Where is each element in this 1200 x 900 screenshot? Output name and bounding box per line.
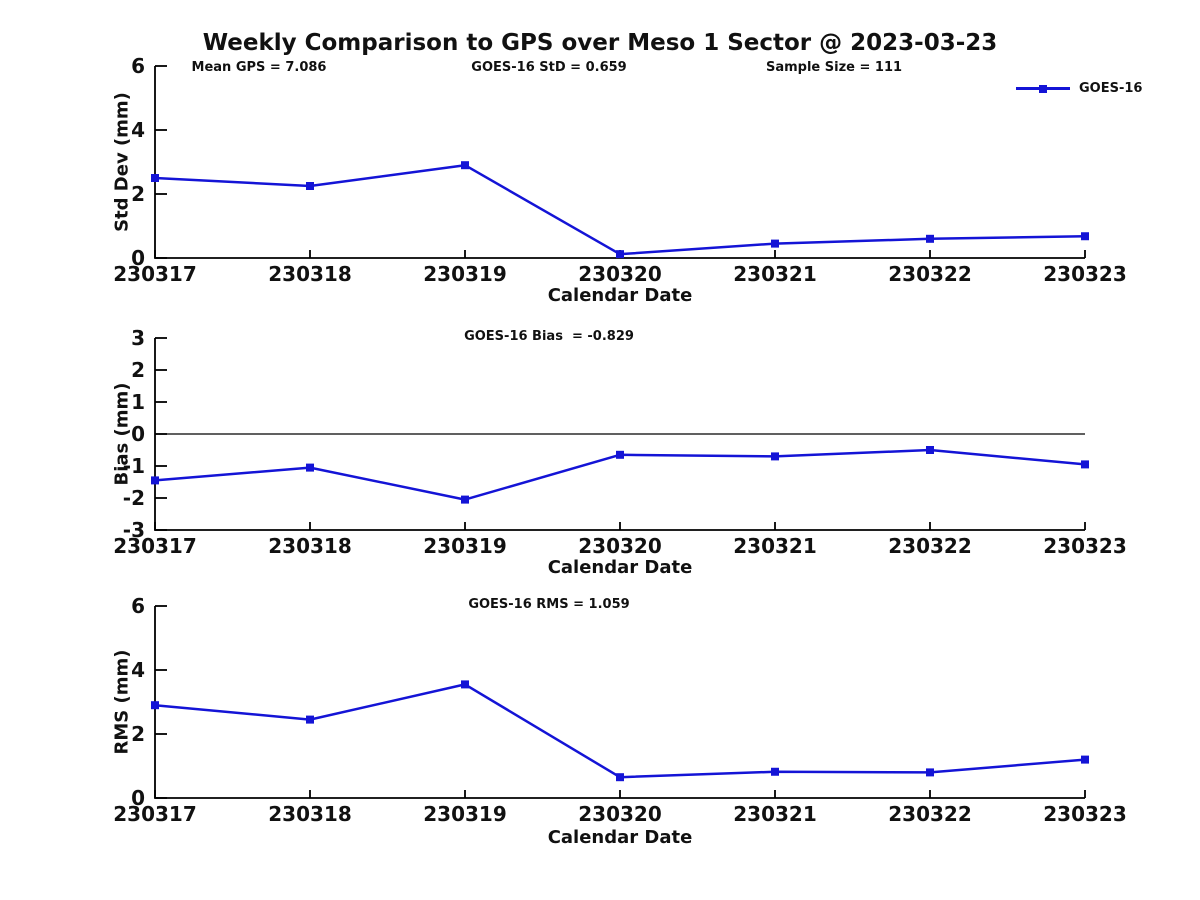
- figure-title: Weekly Comparison to GPS over Meso 1 Sec…: [202, 30, 998, 56]
- y-tick-label: -1: [123, 454, 145, 478]
- x-tick-label: 230322: [888, 802, 972, 826]
- x-tick-label: 230320: [578, 802, 662, 826]
- x-tick-label: 230318: [268, 802, 352, 826]
- x-tick-label: 230319: [423, 534, 507, 558]
- y-tick-label: 4: [131, 658, 145, 682]
- y-tick-label: 3: [131, 326, 145, 350]
- xaxis-label-stddev: Calendar Date: [547, 285, 693, 306]
- y-tick-label: 1: [131, 390, 145, 414]
- legend: GOES-16: [1016, 81, 1142, 96]
- axis-line: [154, 606, 1085, 799]
- y-tick-label: 2: [131, 358, 145, 382]
- data-point-marker: [616, 450, 624, 459]
- y-tick-label: 4: [131, 118, 145, 142]
- x-tick-label: 230318: [268, 534, 352, 558]
- yaxis-label-stddev: Std Dev (mm): [111, 92, 133, 232]
- yaxis-label-rms: RMS (mm): [111, 649, 133, 755]
- x-tick-label: 230317: [113, 262, 197, 286]
- x-tick-label: 230320: [578, 262, 662, 286]
- axis-line: [154, 66, 1085, 259]
- data-point-marker: [461, 680, 469, 689]
- series-line: [154, 683, 1086, 779]
- y-tick-label: 2: [131, 722, 145, 746]
- data-point-marker: [1081, 460, 1089, 469]
- series-line: [154, 163, 1086, 256]
- data-point-marker: [616, 773, 624, 782]
- data-point-marker: [926, 768, 934, 777]
- y-tick-label: 0: [131, 246, 145, 270]
- subplot-2: 0 2 4 6 230317 230318 230319 230320 230321 230322…: [113, 594, 1127, 826]
- data-point-marker: [151, 476, 159, 485]
- y-tick-label: -3: [123, 518, 145, 542]
- data-point-marker: [771, 452, 779, 461]
- legend-line-sample: [1016, 84, 1070, 93]
- x-tick-label: 230319: [423, 262, 507, 286]
- x-tick-label: 230319: [423, 802, 507, 826]
- data-point-marker: [306, 182, 314, 190]
- data-point-marker: [151, 174, 159, 182]
- x-tick-label: 230322: [888, 262, 972, 286]
- xaxis-label-bias: Calendar Date: [547, 557, 693, 578]
- x-tick-label: 230318: [268, 262, 352, 286]
- x-tick-label: 230323: [1043, 534, 1127, 558]
- data-point-marker: [616, 250, 624, 259]
- annotation-rms: GOES-16 RMS = 1.059: [468, 597, 630, 612]
- y-tick-label: 0: [131, 786, 145, 810]
- data-point-marker: [771, 239, 779, 248]
- data-point-marker: [306, 715, 314, 724]
- stat-goes16-std: GOES-16 StD = 0.659: [471, 60, 627, 75]
- data-point-marker: [306, 463, 314, 472]
- x-tick-label: 230317: [113, 534, 197, 558]
- x-tick-label: 230323: [1043, 262, 1127, 286]
- data-point-marker: [461, 161, 469, 170]
- subplot-0: 0 2 4 6 230317 230318 230319 230320 230321 230322…: [113, 54, 1127, 286]
- yaxis-label-bias: Bias (mm): [111, 382, 133, 486]
- x-tick-label: 230321: [733, 534, 817, 558]
- legend-marker-icon: [1039, 84, 1047, 93]
- x-tick-label: 230321: [733, 802, 817, 826]
- data-point-marker: [926, 234, 934, 243]
- annotation-bias: GOES-16 Bias = -0.829: [464, 329, 634, 344]
- y-tick-label: 0: [131, 422, 145, 446]
- x-tick-label: 230322: [888, 534, 972, 558]
- stat-sample-size: Sample Size = 111: [765, 60, 903, 75]
- data-point-marker: [1081, 232, 1089, 241]
- xaxis-label-rms: Calendar Date: [547, 827, 693, 848]
- data-point-marker: [771, 767, 779, 776]
- data-point-marker: [926, 446, 934, 454]
- stat-mean-gps: Mean GPS = 7.086: [191, 60, 327, 75]
- legend-label: GOES-16: [1079, 81, 1143, 96]
- data-point-marker: [151, 701, 159, 710]
- x-tick-label: 230323: [1043, 802, 1127, 826]
- data-point-marker: [1081, 755, 1089, 764]
- y-tick-label: 6: [131, 594, 145, 618]
- y-tick-label: -2: [123, 486, 145, 510]
- y-tick-label: 6: [131, 54, 145, 78]
- x-tick-label: 230320: [578, 534, 662, 558]
- y-tick-label: 2: [131, 182, 145, 206]
- data-point-marker: [461, 495, 469, 504]
- x-tick-label: 230317: [113, 802, 197, 826]
- x-tick-label: 230321: [733, 262, 817, 286]
